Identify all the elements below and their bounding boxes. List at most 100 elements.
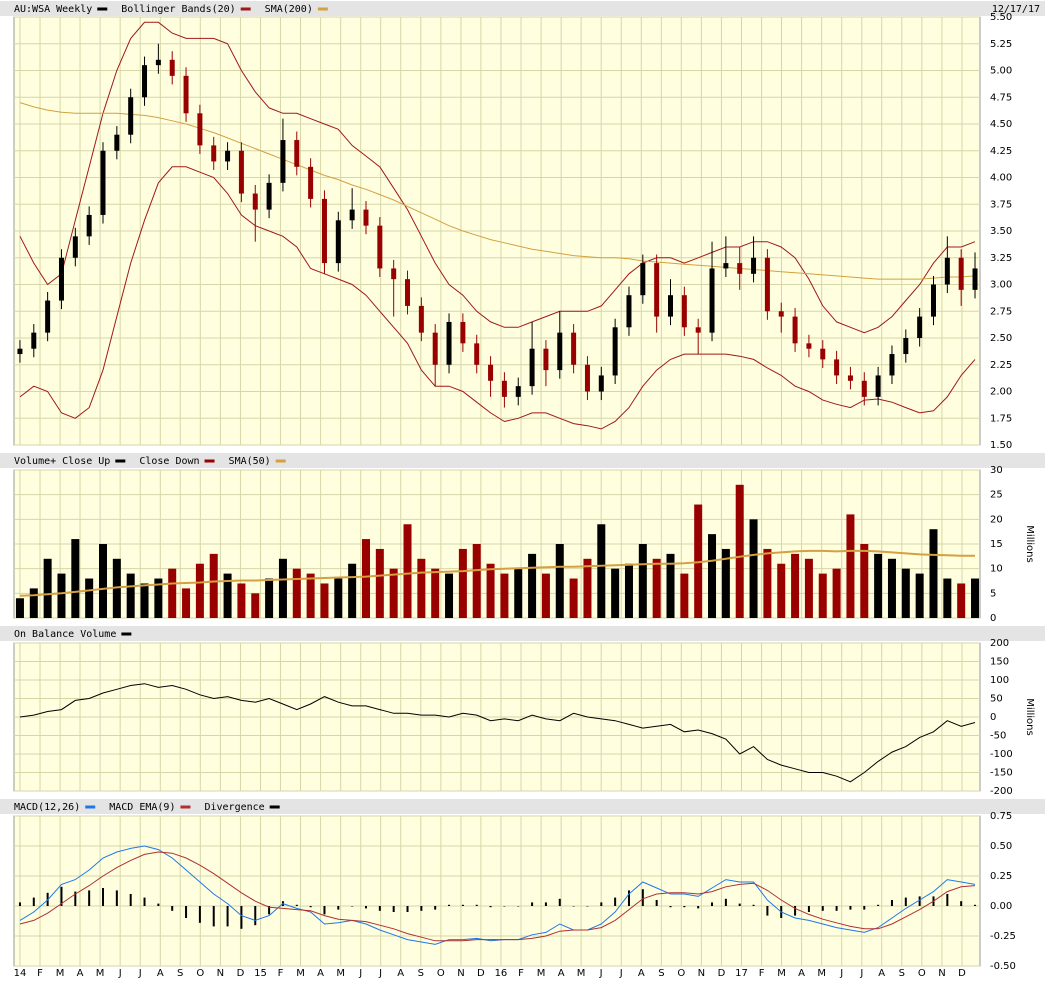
y-tick-label: 5.25 — [990, 39, 1012, 50]
divergence-bar — [738, 903, 741, 906]
divergence-bar — [378, 906, 381, 911]
x-tick-label: D — [237, 968, 245, 979]
legend-label: Bollinger Bands(20) — [121, 4, 235, 15]
divergence-bar — [337, 906, 340, 910]
divergence-bar — [683, 906, 686, 908]
legend-label: SMA(50) — [229, 456, 271, 467]
candle-body — [45, 300, 51, 333]
candle-body — [377, 225, 383, 269]
divergence-bar — [295, 904, 298, 906]
y-axis-label: Millions — [1024, 698, 1035, 735]
volume-bar — [708, 534, 717, 618]
candle-body — [335, 220, 341, 264]
volume-bar — [251, 593, 260, 618]
divergence-bar — [794, 906, 797, 916]
volume-bar — [126, 573, 135, 618]
candle-body — [142, 65, 148, 98]
candle-body — [169, 59, 175, 76]
legend-label: SMA(200) — [265, 4, 313, 15]
candle-body — [668, 295, 674, 317]
volume-bar — [583, 558, 592, 618]
y-tick-label: 2.75 — [990, 306, 1012, 317]
x-tick-label: S — [418, 968, 424, 979]
macd-line — [19, 851, 976, 942]
x-tick-label: M — [817, 968, 826, 979]
candle-body — [972, 268, 978, 290]
candle-body — [612, 327, 618, 376]
divergence-bar — [171, 906, 174, 911]
volume-bar — [140, 583, 149, 618]
volume-bar — [403, 524, 412, 618]
candle-body — [308, 166, 314, 199]
divergence-bar — [503, 906, 506, 907]
volume-bar — [265, 578, 274, 618]
candle-body — [640, 263, 646, 296]
candle-body — [958, 257, 964, 290]
candle-body — [363, 209, 369, 226]
candle-body — [571, 332, 577, 365]
divergence-bar — [60, 886, 63, 906]
divergence-bar — [946, 894, 949, 906]
divergence-bar — [157, 903, 160, 906]
x-tick-label: O — [677, 968, 685, 979]
divergence-bar — [323, 906, 326, 915]
volume-bar — [597, 524, 606, 618]
divergence-bar — [212, 906, 215, 927]
y-tick-label: 2.25 — [990, 360, 1012, 371]
volume-bar — [915, 573, 924, 618]
divergence-bar — [420, 906, 423, 911]
candle-body — [197, 113, 203, 146]
divergence-bar — [226, 906, 229, 927]
legend-label: Close Down — [139, 456, 199, 467]
divergence-bar — [807, 906, 810, 912]
volume-bar — [320, 583, 329, 618]
volume-bar — [514, 568, 523, 618]
bollinger-upper — [19, 21, 976, 334]
bollinger-lower — [19, 166, 976, 430]
candle-body — [944, 257, 950, 285]
volume-bar — [195, 563, 204, 618]
candle-body — [584, 364, 590, 392]
candle-body — [474, 343, 480, 365]
panel-header — [0, 453, 1045, 468]
divergence-bar — [406, 906, 409, 912]
x-tick-label: M — [336, 968, 345, 979]
candle-body — [155, 59, 161, 66]
candle-body — [501, 380, 507, 397]
volume-bar — [500, 573, 509, 618]
divergence-bar — [918, 896, 921, 906]
y-tick-label: 0 — [990, 613, 996, 624]
volume-bar — [182, 588, 191, 618]
y-tick-label: 25 — [990, 490, 1003, 501]
volume-bar — [901, 568, 910, 618]
y-tick-label: 3.00 — [990, 280, 1012, 291]
divergence-bar — [32, 897, 35, 906]
x-tick-label: A — [317, 968, 324, 979]
legend-label: On Balance Volume — [14, 629, 116, 640]
divergence-bar — [821, 906, 824, 911]
divergence-bar — [669, 906, 672, 908]
volume-bar — [292, 568, 301, 618]
volume-bar — [569, 578, 578, 618]
x-tick-label: M — [537, 968, 546, 979]
legend-label: MACD EMA(9) — [109, 802, 175, 813]
candle-body — [17, 348, 23, 355]
divergence-bar — [129, 894, 132, 906]
legend-label: MACD(12,26) — [14, 802, 80, 813]
volume-bar — [777, 563, 786, 618]
candle-body — [183, 75, 189, 114]
y-tick-label: 5.50 — [990, 12, 1012, 23]
x-tick-label: J — [839, 968, 843, 979]
sma-line — [19, 549, 975, 597]
x-tick-label: N — [217, 968, 224, 979]
volume-bar — [611, 568, 620, 618]
x-tick-label: N — [457, 968, 464, 979]
x-tick-label: F — [518, 968, 524, 979]
volume-bar — [458, 548, 467, 618]
legend-label: Divergence — [204, 802, 264, 813]
candle-body — [100, 150, 106, 215]
x-tick-label: J — [599, 968, 603, 979]
volume-bar — [763, 548, 772, 618]
candle-body — [321, 198, 327, 264]
